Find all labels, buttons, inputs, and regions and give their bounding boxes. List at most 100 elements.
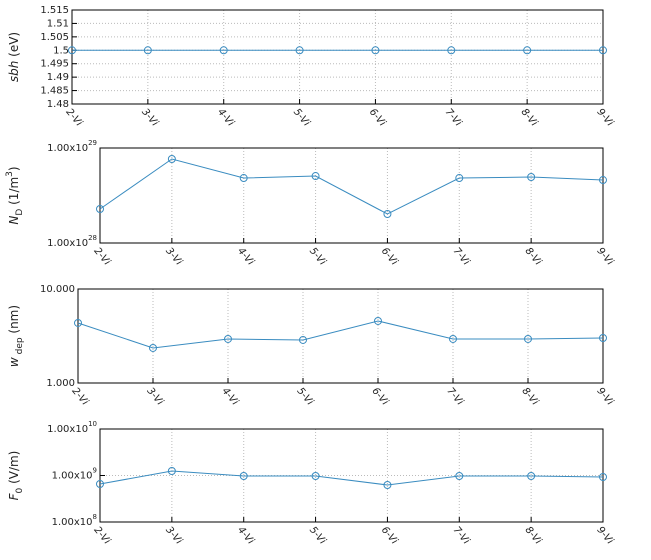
y-axis-label-part: sbh [7, 61, 21, 82]
tick-text: 1.51 [47, 18, 69, 29]
x-tick-label: 7-Vi [444, 386, 465, 408]
x-tick-label: 6-Vi [367, 107, 388, 129]
y-axis-label-part: (1/m [7, 177, 21, 209]
data-point [224, 334, 232, 343]
data-point [311, 472, 320, 481]
data-point [239, 174, 248, 183]
y-tick-label: 1.51 [47, 18, 69, 29]
data-point [167, 154, 176, 163]
y-axis-label-part: (eV) [7, 32, 21, 61]
x-tick-label: 4-Vi [235, 525, 256, 547]
data-point [374, 316, 382, 325]
data-point [143, 46, 152, 55]
data-point [383, 209, 392, 218]
y-tick-label: 1.48 [47, 99, 69, 110]
tick-exponent: 29 [88, 139, 97, 147]
data-point [219, 46, 228, 55]
y-axis-label-part: 0 [15, 487, 25, 493]
data-point [447, 46, 456, 55]
plot-frame [77, 288, 604, 384]
y-tick-label: 1.00x1010 [47, 420, 97, 435]
data-point [455, 174, 464, 183]
data-point [239, 472, 248, 481]
x-tick-label: 3-Vi [139, 107, 160, 129]
y-axis-label-part: D [15, 209, 25, 216]
x-tick-label: 9-Vi [594, 525, 615, 547]
data-point [299, 335, 307, 344]
plot-frame [99, 428, 604, 523]
panel: 1.000 10.000 2-Vi 3-Vi 4-Vi 5-Vi 6-Vi 7-Vi 8-Vi 9… [7, 284, 616, 408]
x-tick-label: 2-Vi [63, 107, 84, 129]
tick-exponent: 8 [93, 513, 97, 521]
x-tick-label: 3-Vi [144, 386, 165, 408]
data-point [527, 173, 536, 182]
data-point [149, 343, 157, 352]
data-point [371, 46, 380, 55]
panel: 1.48 1.485 1.49 1.495 1.5 1.505 1.51 1.515 2-Vi 3… [7, 5, 616, 129]
x-tick-label: 2-Vi [91, 246, 112, 268]
tick-text: 1.49 [47, 72, 69, 83]
x-tick-label: 7-Vi [443, 107, 464, 129]
data-point [96, 480, 104, 489]
data-point [599, 46, 607, 55]
y-axis-label-part: w [7, 357, 21, 367]
data-point [74, 318, 82, 327]
plot-frame [99, 147, 604, 244]
x-tick-label: 5-Vi [291, 107, 312, 129]
data-point [68, 46, 76, 55]
x-tick-label: 7-Vi [451, 246, 472, 268]
data-point [167, 466, 176, 475]
x-tick-label: 2-Vi [91, 525, 112, 547]
x-tick-label: 5-Vi [294, 386, 315, 408]
y-tick-label: 1.485 [40, 86, 69, 97]
y-tick-label: 1.00x108 [52, 513, 97, 528]
y-axis-label: ND (1/m3) [5, 166, 25, 224]
y-axis-label-part: 3 [5, 171, 15, 177]
data-point [295, 46, 304, 55]
y-tick-label: 1.49 [47, 72, 69, 83]
data-point [311, 172, 320, 181]
x-tick-label: 9-Vi [594, 246, 615, 268]
y-axis-label: w dep (nm) [7, 305, 25, 367]
y-axis-label-part: ) [7, 166, 21, 171]
x-tick-label: 8-Vi [523, 246, 544, 268]
x-tick-label: 6-Vi [379, 525, 400, 547]
x-tick-label: 3-Vi [163, 525, 184, 547]
y-tick-label: 1.00x1029 [47, 139, 97, 154]
y-axis-label-part: dep [15, 337, 25, 357]
tick-text: 10.000 [40, 284, 75, 295]
tick-text: 1.5 [53, 45, 69, 56]
tick-text: 1.000 [46, 378, 75, 389]
x-tick-label: 6-Vi [379, 246, 400, 268]
y-tick-label: 1.00x1028 [47, 234, 97, 249]
x-tick-label: 4-Vi [215, 107, 236, 129]
tick-text: 1.00x10 [47, 143, 88, 154]
tick-exponent: 9 [93, 467, 97, 475]
x-tick-label: 2-Vi [69, 386, 90, 408]
y-axis-label-part: (V/m) [7, 451, 21, 488]
x-tick-label: 9-Vi [594, 107, 615, 129]
data-point [449, 334, 457, 343]
tick-text: 1.48 [47, 99, 69, 110]
x-tick-label: 4-Vi [235, 246, 256, 268]
y-axis-label: sbh (eV) [7, 32, 21, 82]
data-line [99, 158, 604, 215]
y-tick-label: 1.495 [40, 59, 69, 70]
data-line [99, 470, 604, 486]
x-tick-label: 8-Vi [519, 107, 540, 129]
x-tick-label: 5-Vi [307, 525, 328, 547]
data-point [599, 334, 607, 343]
x-tick-label: 4-Vi [219, 386, 240, 408]
data-line [77, 320, 604, 349]
tick-text: 1.495 [40, 59, 69, 70]
plot-frame [71, 9, 604, 105]
y-tick-label: 1.5 [53, 45, 69, 56]
y-tick-label: 1.505 [40, 32, 69, 43]
data-point [96, 204, 104, 213]
x-tick-label: 3-Vi [163, 246, 184, 268]
y-tick-label: 10.000 [40, 284, 75, 295]
